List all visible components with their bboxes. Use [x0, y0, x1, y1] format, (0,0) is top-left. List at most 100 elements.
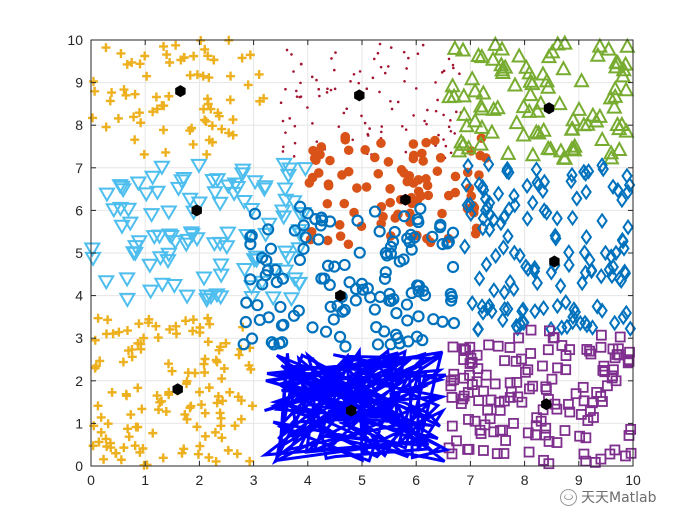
data-point: [292, 304, 305, 317]
data-point: [105, 438, 115, 448]
data-point: [221, 338, 231, 348]
data-point: [425, 122, 428, 126]
data-point: [445, 87, 463, 103]
data-point: [185, 126, 195, 136]
data-point: [556, 34, 573, 50]
data-point: [259, 269, 272, 282]
y-tick-label: 8: [75, 117, 83, 133]
data-point: [304, 178, 315, 188]
data-point: [204, 383, 214, 393]
data-point: [200, 115, 210, 125]
cluster-7: [459, 156, 637, 338]
data-point: [591, 298, 603, 315]
data-point: [182, 226, 201, 242]
data-point: [107, 387, 117, 397]
data-point: [451, 63, 455, 67]
data-point: [148, 107, 158, 117]
data-point: [517, 314, 529, 332]
data-point: [625, 424, 637, 435]
data-point: [614, 331, 626, 343]
data-point: [325, 91, 329, 94]
data-point: [358, 70, 362, 73]
data-point: [608, 364, 619, 376]
data-point: [198, 71, 208, 81]
data-point: [284, 131, 287, 134]
data-point: [396, 165, 407, 175]
data-point: [116, 455, 126, 465]
data-point: [384, 240, 397, 253]
data-point: [139, 333, 149, 343]
data-point: [297, 219, 310, 232]
data-point: [325, 155, 335, 166]
data-point: [127, 57, 137, 67]
data-point: [121, 389, 131, 399]
data-point: [531, 274, 544, 292]
data-point: [460, 344, 471, 356]
data-point: [530, 429, 541, 441]
data-point: [563, 398, 574, 410]
data-point: [139, 149, 149, 159]
data-point: [500, 144, 517, 160]
data-point: [578, 244, 591, 261]
data-point: [353, 246, 366, 259]
data-point: [622, 218, 634, 236]
data-point: [177, 237, 195, 253]
data-point: [430, 135, 440, 146]
data-point: [342, 111, 346, 115]
centroid-marker: [549, 255, 560, 268]
data-point: [531, 412, 543, 424]
data-point: [378, 272, 392, 285]
data-point: [308, 145, 318, 156]
data-point: [595, 341, 607, 353]
data-point: [566, 141, 583, 157]
y-tick-label: 10: [67, 32, 83, 48]
data-point: [159, 254, 177, 270]
data-point: [254, 69, 264, 79]
data-point: [351, 138, 355, 142]
data-point: [94, 437, 104, 447]
data-point: [333, 330, 347, 343]
data-point: [190, 158, 208, 174]
data-point: [129, 112, 139, 122]
data-point: [264, 291, 282, 307]
data-point: [488, 282, 500, 299]
data-point: [228, 115, 238, 125]
data-point: [101, 122, 111, 132]
data-point: [446, 39, 464, 55]
data-point: [446, 420, 458, 432]
data-point: [537, 299, 550, 317]
data-point: [134, 319, 144, 329]
data-point: [447, 57, 451, 61]
data-point: [349, 79, 352, 83]
data-point: [236, 396, 246, 406]
data-point: [292, 70, 295, 73]
data-point: [137, 404, 147, 414]
data-point: [443, 190, 454, 201]
data-point: [91, 361, 101, 371]
data-point: [310, 75, 314, 79]
data-point: [412, 310, 425, 323]
data-point: [157, 101, 167, 111]
data-point: [390, 213, 400, 223]
data-point: [563, 244, 575, 261]
data-point: [364, 291, 377, 304]
data-point: [333, 87, 337, 91]
data-point: [279, 168, 298, 184]
data-point: [437, 133, 440, 137]
data-point: [404, 150, 408, 154]
data-point: [98, 187, 116, 203]
data-point: [360, 145, 370, 155]
data-point: [212, 357, 222, 367]
data-point: [454, 41, 472, 57]
data-point: [522, 85, 539, 102]
data-point: [617, 308, 630, 326]
data-point: [607, 178, 619, 196]
data-point: [311, 122, 314, 125]
data-point: [551, 210, 563, 227]
data-point: [152, 104, 162, 114]
data-point: [230, 421, 240, 431]
data-point: [511, 377, 523, 388]
data-point: [474, 170, 484, 180]
data-point: [88, 76, 98, 86]
data-point: [401, 124, 404, 128]
